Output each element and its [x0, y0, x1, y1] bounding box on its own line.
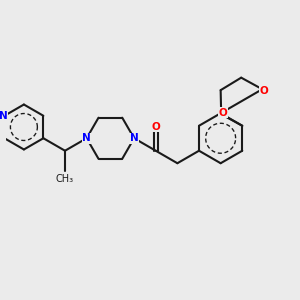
Text: N: N — [130, 133, 139, 143]
Text: CH₃: CH₃ — [56, 174, 74, 184]
Text: N: N — [82, 133, 91, 143]
Text: N: N — [0, 111, 7, 121]
Text: O: O — [260, 86, 268, 96]
Text: O: O — [218, 108, 227, 118]
Text: O: O — [152, 122, 160, 132]
